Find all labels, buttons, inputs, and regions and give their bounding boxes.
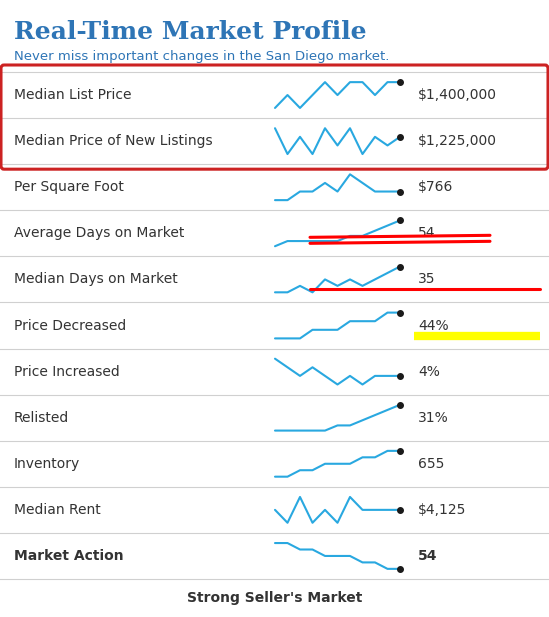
Text: 655: 655	[418, 457, 444, 471]
Text: Never miss important changes in the San Diego market.: Never miss important changes in the San …	[14, 50, 389, 63]
Text: Median Days on Market: Median Days on Market	[14, 273, 178, 286]
Text: 44%: 44%	[418, 318, 449, 333]
Text: 4%: 4%	[418, 365, 440, 379]
Text: Average Days on Market: Average Days on Market	[14, 226, 184, 240]
Text: Relisted: Relisted	[14, 411, 69, 424]
Text: Inventory: Inventory	[14, 457, 80, 471]
Text: Real-Time Market Profile: Real-Time Market Profile	[14, 20, 367, 44]
Text: Per Square Foot: Per Square Foot	[14, 180, 124, 194]
Text: 31%: 31%	[418, 411, 449, 424]
Text: $1,400,000: $1,400,000	[418, 88, 497, 102]
Text: Median Price of New Listings: Median Price of New Listings	[14, 134, 212, 148]
Text: Strong Seller's Market: Strong Seller's Market	[187, 591, 362, 605]
Text: 54: 54	[418, 226, 435, 240]
Text: 54: 54	[418, 549, 438, 563]
Text: Market Action: Market Action	[14, 549, 124, 563]
Text: Median Rent: Median Rent	[14, 503, 101, 517]
Text: Price Increased: Price Increased	[14, 365, 120, 379]
Text: $766: $766	[418, 180, 453, 194]
Text: $1,225,000: $1,225,000	[418, 134, 497, 148]
Text: $4,125: $4,125	[418, 503, 466, 517]
Text: Median List Price: Median List Price	[14, 88, 132, 102]
Text: Price Decreased: Price Decreased	[14, 318, 126, 333]
Text: 35: 35	[418, 273, 435, 286]
